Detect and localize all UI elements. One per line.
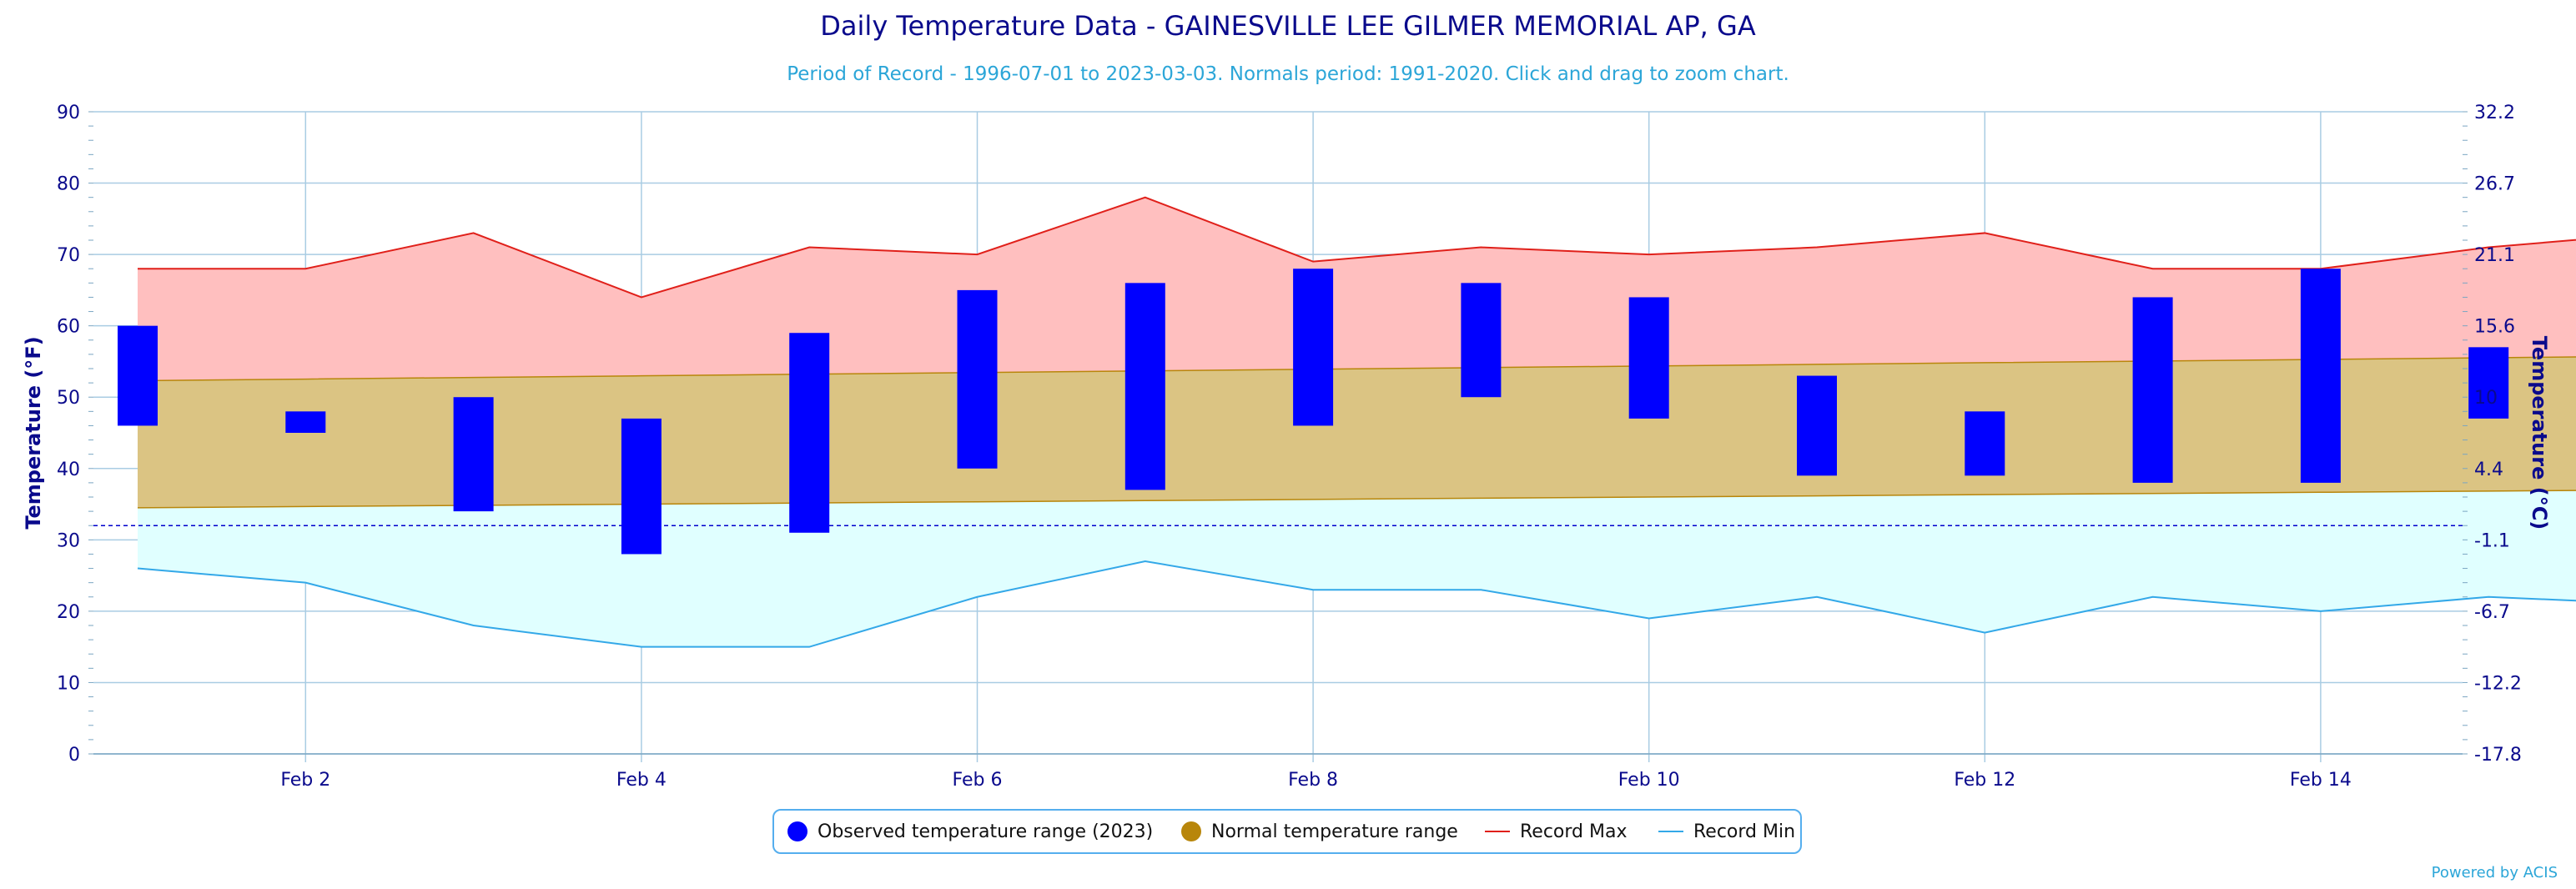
credits-link[interactable]: Powered by ACIS [2431,864,2558,881]
x-tick-label: Feb 14 [2290,770,2352,791]
observed-bar[interactable] [2300,269,2341,483]
normal-low-line [137,490,2576,509]
area-bands [138,197,2576,647]
y-tick-label: 10 [57,673,80,694]
observed-bar[interactable] [1965,411,2005,476]
y-right-tick-label: -12.2 [2474,673,2522,694]
normal-dot-icon [1181,821,1201,841]
y-tick-label: 40 [57,460,80,480]
legend-item-record-min[interactable]: Record Min [1658,811,1795,852]
record-max-line [138,196,2576,299]
observed-bar[interactable] [2132,297,2173,483]
y-tick-label: 30 [57,530,80,551]
legend-label-observed: Observed temperature range (2023) [818,821,1154,842]
y-right-tick-label: -6.7 [2474,602,2510,623]
y-right-tick-label: 15.6 [2474,317,2515,338]
y-right-tick-label: -1.1 [2474,530,2510,551]
observed-bar[interactable] [118,325,158,426]
legend-item-observed[interactable]: Observed temperature range (2023) [787,811,1153,852]
x-tick-label: Feb 2 [280,770,330,791]
y-tick-label: 70 [57,245,80,266]
record-min-band [138,490,2576,647]
normal-high-line [137,356,2576,382]
y-axis-title: Temperature (°F) [22,336,45,529]
observed-bar[interactable] [453,397,494,512]
y-right-tick-label: 32.2 [2474,103,2515,123]
y-tick-label: 60 [57,317,80,338]
y-tick-label: 80 [57,174,80,195]
record-lines [93,196,2576,648]
record-min-line-icon [1658,831,1683,832]
x-tick-label: Feb 6 [953,770,1003,791]
legend-label-normal: Normal temperature range [1211,821,1458,842]
x-tick-label: Feb 4 [616,770,667,791]
observed-bar[interactable] [1628,297,1669,419]
chart-subtitle: Period of Record - 1996-07-01 to 2023-03… [787,63,1789,85]
legend-item-record-max[interactable]: Record Max [1485,811,1628,852]
y-right-tick-label: 4.4 [2474,460,2503,480]
y-right-tick-label: 10 [2474,388,2498,409]
chart-title: Daily Temperature Data - GAINESVILLE LEE… [820,10,1756,42]
observed-bar[interactable] [789,333,830,533]
observed-bar[interactable] [1461,283,1502,398]
x-tick-label: Feb 8 [1288,770,1338,791]
y-right-tick-label: 21.1 [2474,245,2515,266]
record-max-line-icon [1485,831,1510,832]
record-max-band [138,197,2576,381]
record-min-line [137,560,2576,648]
observed-bar[interactable] [285,411,326,433]
y-tick-label: 0 [68,745,80,766]
y-tick-label: 50 [57,388,80,409]
observed-bar[interactable] [1797,375,1837,476]
observed-bar[interactable] [1124,283,1165,490]
observed-bar[interactable] [957,289,998,469]
axes: 0 10 20 30 40 50 60 70 80 90 -17.8 -12.2 -6.7 -1.1 4.4… [22,103,2551,791]
observed-bar[interactable] [1293,269,1334,426]
y-tick-label: 90 [57,103,80,123]
legend-label-record-min: Record Min [1693,821,1796,842]
y-right-axis-title: Temperature (°C) [2528,336,2551,530]
y-right-tick-label: 26.7 [2474,174,2515,195]
observed-bar[interactable] [2468,347,2509,419]
x-tick-label: Feb 10 [1618,770,1680,791]
y-right-tick-label: -17.8 [2474,745,2522,766]
x-tick-label: Feb 12 [1954,770,2015,791]
observed-bars [118,269,2509,555]
observed-dot-icon [787,821,808,841]
observed-bar[interactable] [621,418,662,555]
y-tick-label: 20 [57,602,80,623]
legend-label-record-max: Record Max [1520,821,1628,842]
legend: Observed temperature range (2023) Normal… [772,809,1802,854]
legend-item-normal[interactable]: Normal temperature range [1181,811,1458,852]
